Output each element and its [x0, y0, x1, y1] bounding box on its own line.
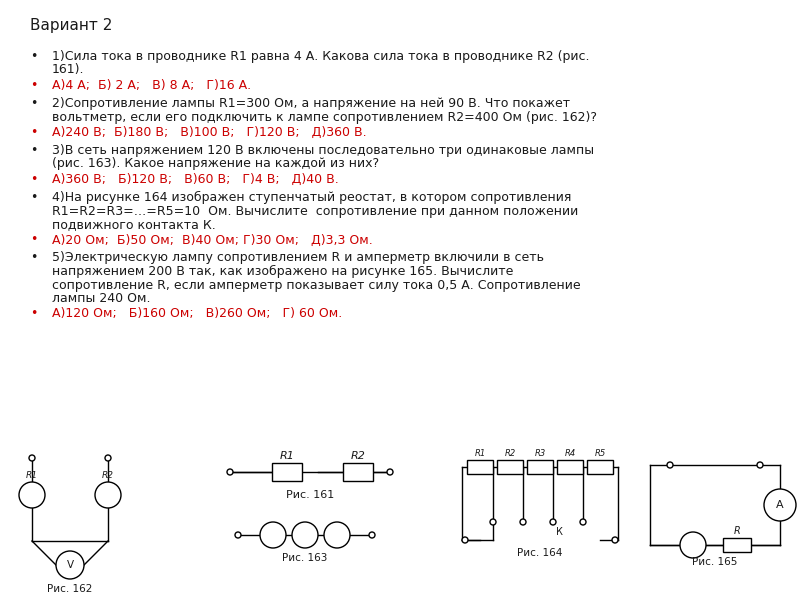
- Text: •: •: [30, 79, 38, 92]
- Text: сопротивление R, если амперметр показывает силу тока 0,5 А. Сопротивление: сопротивление R, если амперметр показыва…: [52, 278, 581, 292]
- Text: напряжением 200 В так, как изображено на рисунке 165. Вычислите: напряжением 200 В так, как изображено на…: [52, 265, 514, 278]
- Circle shape: [667, 462, 673, 468]
- Bar: [272, 463, 302, 481]
- Text: 5)Электрическую лампу сопротивлением R и амперметр включили в сеть: 5)Электрическую лампу сопротивлением R и…: [52, 251, 544, 265]
- Bar: [587, 460, 613, 474]
- Circle shape: [56, 551, 84, 579]
- Text: •: •: [30, 307, 38, 320]
- Text: •: •: [30, 126, 38, 139]
- Text: А)4 А;  Б) 2 А;   В) 8 А;   Г)16 А.: А)4 А; Б) 2 А; В) 8 А; Г)16 А.: [52, 79, 251, 92]
- Text: R1: R1: [26, 471, 38, 480]
- Circle shape: [19, 482, 45, 508]
- Circle shape: [612, 537, 618, 543]
- Circle shape: [764, 489, 796, 521]
- Bar: [467, 460, 493, 474]
- Text: R3: R3: [534, 449, 546, 458]
- Text: 2)Сопротивление лампы R1=300 Ом, а напряжение на ней 90 В. Что покажет: 2)Сопротивление лампы R1=300 Ом, а напря…: [52, 97, 570, 110]
- Text: •: •: [30, 191, 38, 204]
- Circle shape: [369, 532, 375, 538]
- Text: подвижного контакта К.: подвижного контакта К.: [52, 218, 216, 231]
- Text: R: R: [734, 526, 740, 536]
- Text: V: V: [66, 560, 74, 570]
- Circle shape: [520, 519, 526, 525]
- Text: R1: R1: [279, 451, 294, 461]
- Text: 4)На рисунке 164 изображен ступенчатый реостат, в котором сопротивления: 4)На рисунке 164 изображен ступенчатый р…: [52, 191, 571, 204]
- Circle shape: [387, 469, 393, 475]
- Circle shape: [235, 532, 241, 538]
- Text: Рис. 161: Рис. 161: [286, 490, 334, 500]
- Circle shape: [260, 522, 286, 548]
- Text: А)240 В;  Б)180 В;   В)100 В;   Г)120 В;   Д)360 В.: А)240 В; Б)180 В; В)100 В; Г)120 В; Д)36…: [52, 126, 366, 139]
- Text: •: •: [30, 233, 38, 247]
- Text: А)20 Ом;  Б)50 Ом;  В)40 Ом; Г)30 Ом;   Д)3,3 Ом.: А)20 Ом; Б)50 Ом; В)40 Ом; Г)30 Ом; Д)3,…: [52, 233, 373, 247]
- Text: К: К: [556, 527, 563, 537]
- Text: •: •: [30, 144, 38, 157]
- Circle shape: [550, 519, 556, 525]
- Circle shape: [324, 522, 350, 548]
- Circle shape: [757, 462, 763, 468]
- Text: •: •: [30, 173, 38, 186]
- Bar: [527, 460, 553, 474]
- Text: вольтметр, если его подключить к лампе сопротивлением R2=400 Ом (рис. 162)?: вольтметр, если его подключить к лампе с…: [52, 110, 597, 124]
- Text: 161).: 161).: [52, 64, 85, 76]
- Text: R2: R2: [102, 471, 114, 480]
- Text: А)120 Ом;   Б)160 Ом;   В)260 Ом;   Г) 60 Ом.: А)120 Ом; Б)160 Ом; В)260 Ом; Г) 60 Ом.: [52, 307, 342, 320]
- Bar: [723, 538, 751, 552]
- Circle shape: [29, 455, 35, 461]
- Text: •: •: [30, 50, 38, 63]
- Bar: [557, 460, 583, 474]
- Circle shape: [292, 522, 318, 548]
- Text: А)360 В;   Б)120 В;   В)60 В;   Г)4 В;   Д)40 В.: А)360 В; Б)120 В; В)60 В; Г)4 В; Д)40 В.: [52, 173, 338, 186]
- Text: R4: R4: [564, 449, 576, 458]
- Text: 1)Сила тока в проводнике R1 равна 4 А. Какова сила тока в проводнике R2 (рис.: 1)Сила тока в проводнике R1 равна 4 А. К…: [52, 50, 590, 63]
- Text: R1: R1: [474, 449, 486, 458]
- Text: Рис. 163: Рис. 163: [282, 553, 328, 563]
- Bar: [497, 460, 523, 474]
- Text: R5: R5: [594, 449, 606, 458]
- Circle shape: [580, 519, 586, 525]
- Text: •: •: [30, 251, 38, 265]
- Circle shape: [227, 469, 233, 475]
- Text: (рис. 163). Какое напряжение на каждой из них?: (рис. 163). Какое напряжение на каждой и…: [52, 157, 379, 170]
- Bar: [343, 463, 373, 481]
- Text: •: •: [30, 97, 38, 110]
- Circle shape: [680, 532, 706, 558]
- Circle shape: [105, 455, 111, 461]
- Circle shape: [490, 519, 496, 525]
- Text: Рис. 162: Рис. 162: [47, 584, 93, 594]
- Text: A: A: [776, 500, 784, 510]
- Text: Вариант 2: Вариант 2: [30, 18, 112, 33]
- Text: Рис. 164: Рис. 164: [518, 548, 562, 558]
- Text: R1=R2=R3=…=R5=10  Ом. Вычислите  сопротивление при данном положении: R1=R2=R3=…=R5=10 Ом. Вычислите сопротивл…: [52, 205, 578, 217]
- Text: R2: R2: [504, 449, 516, 458]
- Text: Рис. 165: Рис. 165: [692, 557, 738, 567]
- Circle shape: [462, 537, 468, 543]
- Text: лампы 240 Ом.: лампы 240 Ом.: [52, 292, 150, 305]
- Circle shape: [95, 482, 121, 508]
- Text: 3)В сеть напряжением 120 В включены последовательно три одинаковые лампы: 3)В сеть напряжением 120 В включены посл…: [52, 144, 594, 157]
- Text: R2: R2: [350, 451, 366, 461]
